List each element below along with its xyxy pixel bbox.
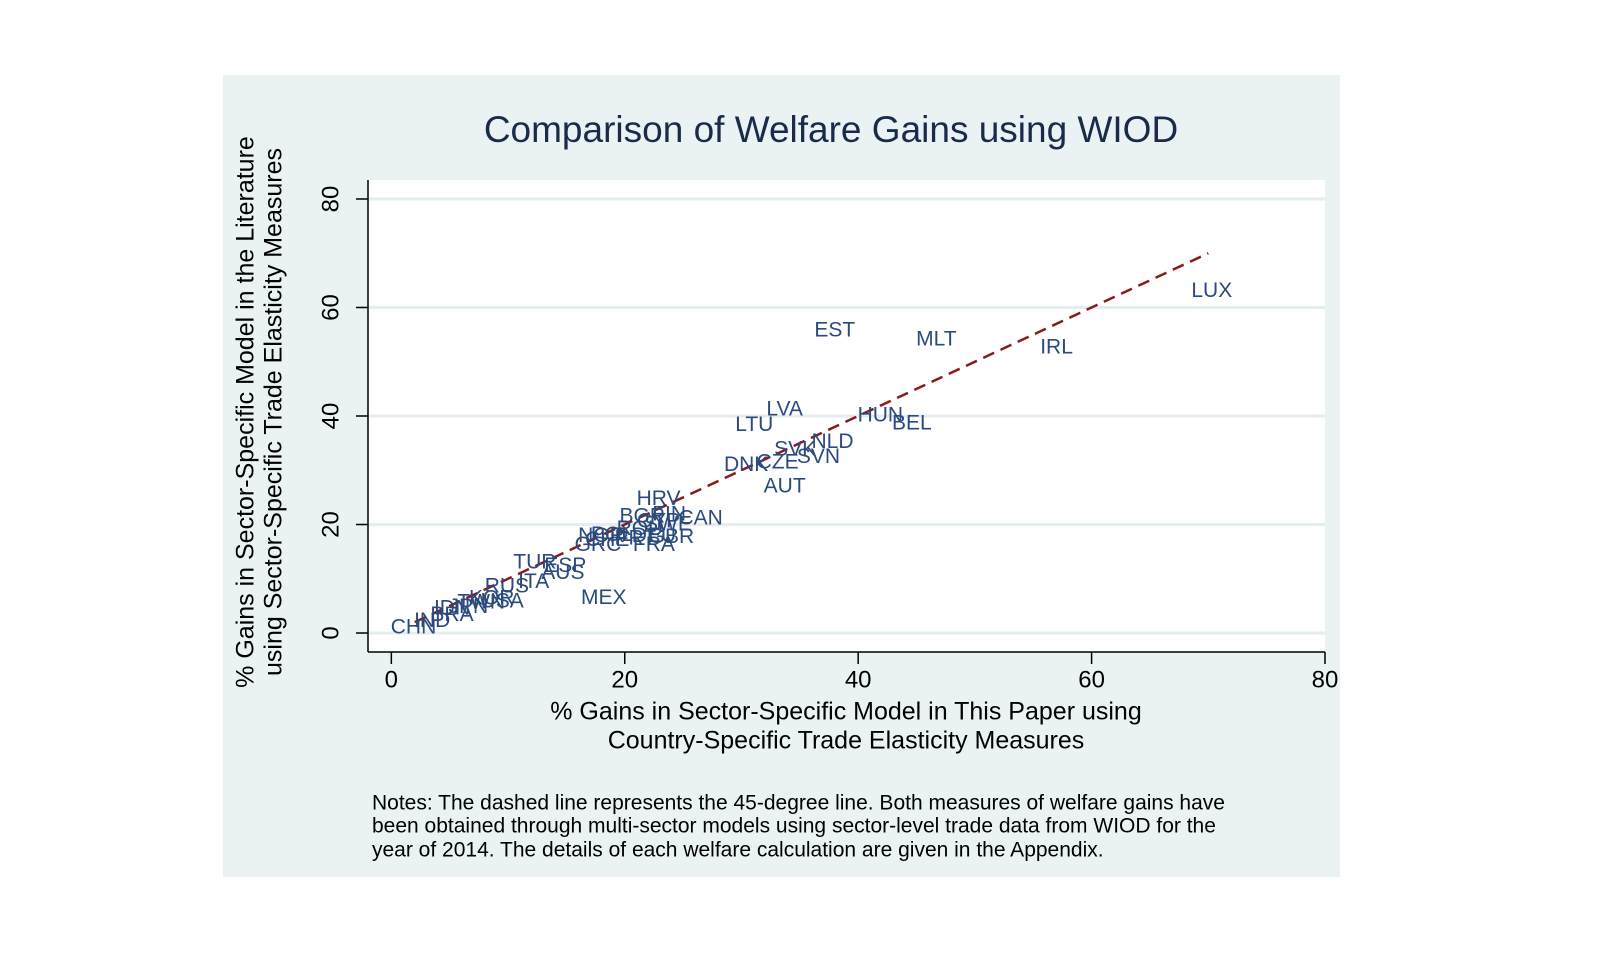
x-axis-label: Country-Specific Trade Elasticity Measur…	[608, 727, 1085, 755]
point-label: AUT	[764, 475, 806, 498]
point-label: POL	[591, 523, 633, 546]
reference-line	[414, 252, 1209, 624]
point-label: CZE	[757, 451, 799, 474]
y-axis-label: using Sector-Specific Trade Elasticity M…	[260, 148, 288, 676]
point-label: IRL	[1040, 336, 1073, 359]
point-label: HUN	[858, 404, 904, 427]
point-label: NOR	[578, 524, 625, 547]
y-tick-label: 60	[317, 294, 344, 321]
point-label: SVK	[774, 438, 816, 461]
point-label: IDN	[434, 597, 470, 620]
point-label: ESP	[544, 554, 586, 577]
point-label: KOR	[469, 586, 515, 609]
point-label: SWE	[644, 513, 692, 536]
point-label: SVN	[797, 445, 840, 468]
y-tick-label: 80	[317, 186, 344, 213]
chart-title: Comparison of Welfare Gains using WIOD	[484, 109, 1178, 150]
y-tick-label: 0	[317, 626, 344, 639]
point-label: CHE	[585, 528, 629, 551]
note: year of 2014. The details of each welfar…	[372, 839, 1104, 862]
x-tick-label: 0	[385, 666, 398, 693]
point-label: LTU	[735, 413, 773, 436]
note: been obtained through multi-sector model…	[372, 815, 1216, 838]
point-label: AUS	[541, 561, 584, 584]
x-tick-label: 80	[1312, 666, 1339, 693]
point-label: JPN	[449, 595, 489, 618]
x-tick-label: 40	[845, 666, 872, 693]
point-label: USA	[481, 590, 524, 613]
point-label: CAN	[678, 507, 722, 530]
point-label: MLT	[916, 328, 957, 351]
point-label: BRA	[430, 603, 473, 626]
point-label: PRT	[614, 527, 656, 550]
point-label: RUS	[485, 574, 529, 597]
point-label: EST	[814, 318, 855, 341]
y-tick-label: 40	[317, 403, 344, 430]
x-tick-label: 20	[611, 666, 638, 693]
point-label: LUX	[1191, 279, 1232, 302]
point-label: CYP	[637, 509, 680, 532]
x-axis-label: % Gains in Sector-Specific Model in This…	[550, 698, 1141, 726]
x-tick-label: 60	[1078, 666, 1105, 693]
point-label: DEU	[632, 524, 676, 547]
note: Notes: The dashed line represents the 45…	[372, 792, 1225, 815]
point-label: LVA	[766, 398, 803, 421]
point-label: GRC	[575, 533, 622, 556]
point-label: BEL	[892, 412, 932, 435]
point-label: ITA	[518, 570, 549, 593]
point-label: NLD	[811, 430, 853, 453]
point-label: HRV	[637, 487, 681, 510]
point-label: MEX	[581, 586, 627, 609]
point-label: IND	[414, 609, 450, 632]
point-label: TUR	[513, 551, 556, 574]
point-label: FRA	[633, 533, 675, 556]
point-label: CHN	[391, 616, 437, 639]
point-label: BGR	[620, 504, 666, 527]
y-axis-label: % Gains in Sector-Specific Model in the …	[232, 136, 260, 688]
point-label: FIN	[652, 502, 686, 525]
point-label: DNK	[724, 453, 768, 476]
y-tick-label: 20	[317, 511, 344, 538]
point-label: GBR	[649, 525, 695, 548]
point-label: ROU	[617, 517, 664, 540]
point-label: TWN	[457, 591, 505, 614]
